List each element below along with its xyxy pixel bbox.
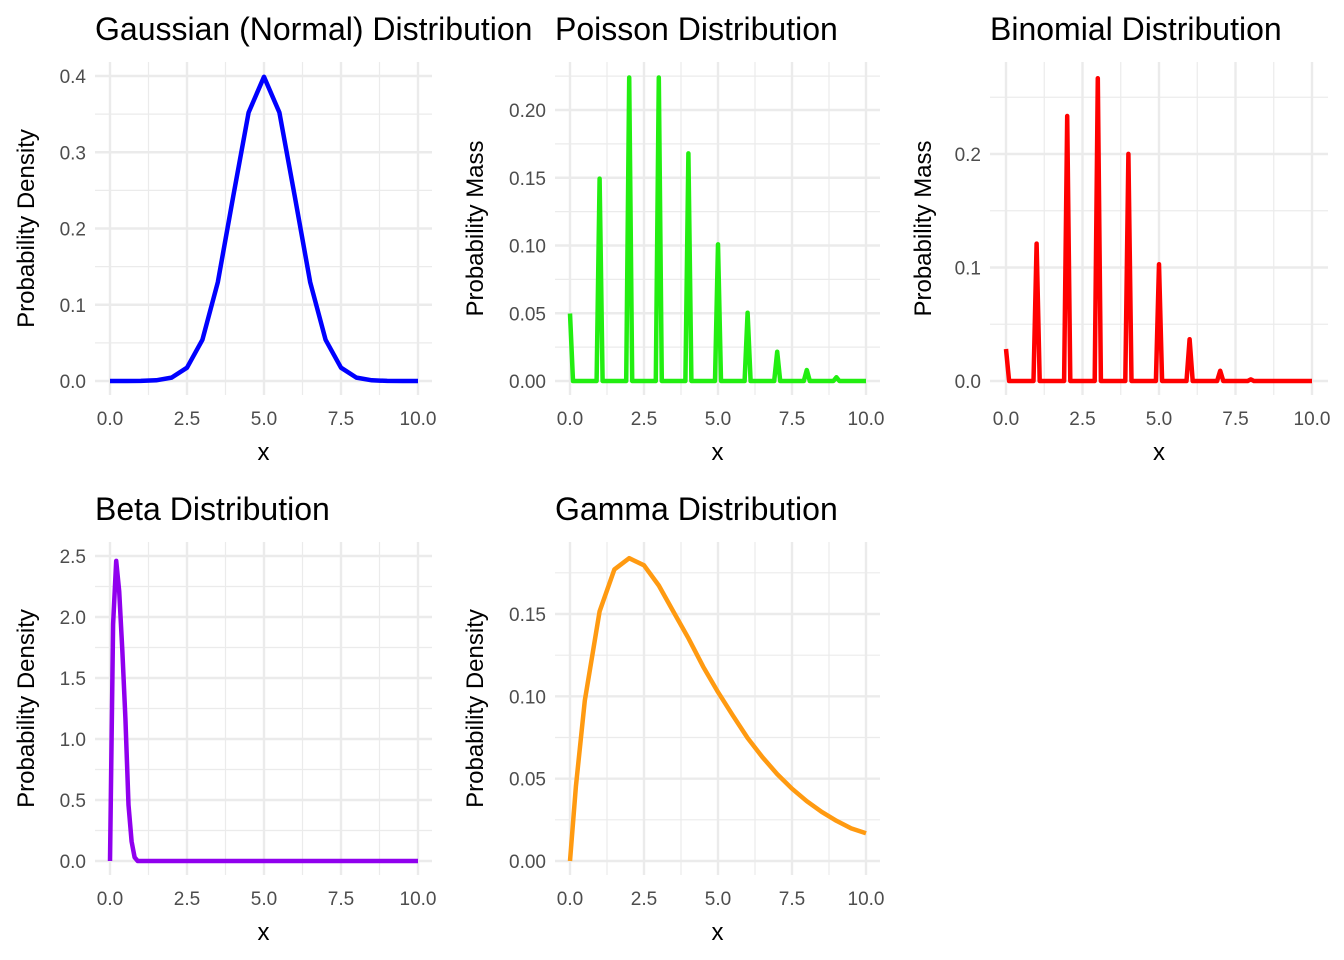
x-axis-title: x (1153, 439, 1165, 466)
x-tick-label: 2.5 (631, 889, 657, 910)
series-line (567, 555, 867, 862)
y-tick-label: 0.4 (60, 67, 87, 88)
y-tick-label: 0.20 (509, 101, 546, 122)
x-tick-label: 5.0 (705, 409, 731, 430)
chart-panel: 0.0 2.5 5.0 7.5 10.0 0.0 0.1 0.2 0.3 0.4 x Probabil… (13, 11, 532, 466)
y-tick-label: 0.1 (955, 259, 981, 280)
y-tick-label: 0.00 (509, 372, 546, 393)
x-tick-label: 0.0 (557, 409, 583, 430)
x-tick-label: 7.5 (328, 889, 354, 910)
y-tick-label: 1.0 (60, 730, 86, 751)
y-tick-label: 0.3 (60, 143, 86, 164)
x-tick-label: 10.0 (1294, 409, 1331, 430)
series-line (107, 558, 418, 864)
series-line (1003, 75, 1312, 384)
y-tick-label: 0.05 (509, 304, 546, 325)
series-line (567, 75, 866, 384)
y-tick-label: 0.5 (60, 791, 86, 812)
chart-title: Binomial Distribution (990, 11, 1282, 47)
x-tick-label: 2.5 (631, 409, 657, 430)
x-axis-title: x (712, 919, 724, 946)
y-tick-label: 0.05 (509, 770, 546, 791)
y-tick-label: 0.10 (509, 687, 546, 708)
y-axis-title: Probability Mass (462, 140, 489, 316)
x-tick-label: 2.5 (174, 889, 200, 910)
y-axis-title: Probability Density (462, 609, 489, 808)
x-tick-label: 0.0 (993, 409, 1019, 430)
x-tick-label: 5.0 (705, 889, 731, 910)
y-tick-label: 2.0 (60, 608, 86, 629)
chart-title: Gaussian (Normal) Distribution (95, 11, 532, 47)
x-tick-label: 7.5 (779, 409, 805, 430)
x-tick-label: 0.0 (557, 889, 583, 910)
x-tick-label: 0.0 (97, 889, 123, 910)
chart-title: Poisson Distribution (555, 11, 838, 47)
y-tick-label: 0.10 (509, 237, 546, 258)
y-tick-label: 0.2 (60, 220, 86, 241)
y-tick-label: 0.15 (509, 169, 546, 190)
y-tick-label: 0.0 (60, 372, 86, 393)
x-tick-label: 5.0 (1146, 409, 1172, 430)
y-tick-label: 0.1 (60, 296, 86, 317)
x-tick-label: 0.0 (97, 409, 123, 430)
y-tick-label: 0.0 (955, 372, 981, 393)
x-tick-label: 2.5 (174, 409, 200, 430)
chart-title: Beta Distribution (95, 491, 330, 527)
y-tick-label: 0.2 (955, 145, 981, 166)
chart-panel: 0.0 2.5 5.0 7.5 10.0 0.0 0.5 1.0 1.5 2.0 2.5 x Proba… (13, 491, 436, 946)
x-tick-label: 10.0 (848, 409, 885, 430)
x-tick-label: 7.5 (328, 409, 354, 430)
x-tick-label: 7.5 (1222, 409, 1248, 430)
series-line (110, 74, 418, 384)
x-tick-label: 7.5 (779, 889, 805, 910)
chart-panel: 0.0 2.5 5.0 7.5 10.0 0.00 0.05 0.10 0.15 0.20 x Pro… (462, 11, 884, 466)
x-axis-title: x (712, 439, 724, 466)
x-axis-title: x (258, 439, 270, 466)
x-tick-label: 2.5 (1069, 409, 1095, 430)
chart-panel: 0.0 2.5 5.0 7.5 10.0 0.0 0.1 0.2 x Probability Ma… (910, 11, 1330, 466)
y-tick-label: 0.0 (60, 852, 86, 873)
x-tick-label: 10.0 (400, 409, 437, 430)
y-axis-title: Probability Mass (910, 140, 937, 316)
y-tick-label: 0.00 (509, 852, 546, 873)
chart-panel: 0.0 2.5 5.0 7.5 10.0 0.00 0.05 0.10 0.15 x Probabi… (462, 491, 884, 946)
x-axis-title: x (258, 919, 270, 946)
y-tick-label: 1.5 (60, 669, 86, 690)
x-tick-label: 10.0 (848, 889, 885, 910)
x-tick-label: 5.0 (251, 889, 277, 910)
y-axis-title: Probability Density (13, 129, 40, 328)
y-tick-label: 0.15 (509, 605, 546, 626)
y-axis-title: Probability Density (13, 609, 40, 808)
y-tick-label: 2.5 (60, 547, 86, 568)
chart-title: Gamma Distribution (555, 491, 838, 527)
x-tick-label: 5.0 (251, 409, 277, 430)
x-tick-label: 10.0 (400, 889, 437, 910)
